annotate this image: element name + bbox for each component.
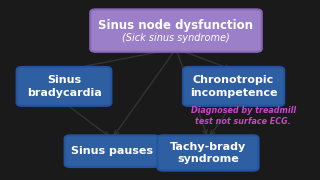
FancyBboxPatch shape: [65, 135, 159, 167]
Text: Sinus node dysfunction: Sinus node dysfunction: [99, 19, 253, 32]
Text: (Sick sinus syndrome): (Sick sinus syndrome): [122, 33, 230, 43]
FancyBboxPatch shape: [17, 67, 111, 106]
Text: Tachy-brady
syndrome: Tachy-brady syndrome: [170, 142, 246, 164]
Text: Diagnosed by treadmill
test not surface ECG.: Diagnosed by treadmill test not surface …: [191, 106, 296, 126]
Text: Chronotropic
incompetence: Chronotropic incompetence: [190, 75, 277, 98]
FancyBboxPatch shape: [157, 135, 259, 171]
FancyBboxPatch shape: [90, 9, 262, 52]
Text: Sinus pauses: Sinus pauses: [71, 146, 153, 156]
FancyBboxPatch shape: [183, 67, 284, 106]
Text: Sinus
bradycardia: Sinus bradycardia: [27, 75, 101, 98]
